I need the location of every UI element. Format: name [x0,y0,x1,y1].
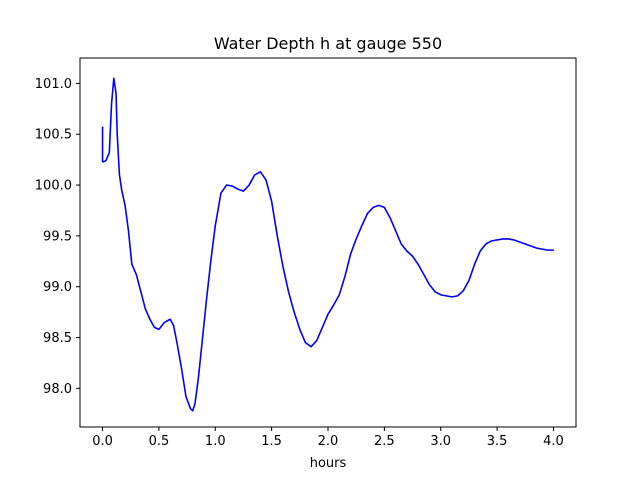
x-tick-label: 3.5 [487,434,508,449]
series-line-0 [101,77,555,412]
y-tick-label: 100.5 [35,128,72,143]
x-tick-label: 2.5 [374,434,395,449]
y-tick-label: 99.5 [43,229,72,244]
x-axis: 0.0 0.5 1.0 1.5 2.0 2.5 3.0 3.5 4.0 [92,427,564,449]
x-tick-label: 2.0 [318,434,339,449]
y-tick-label: 100.0 [35,179,72,194]
y-tick-label: 98.0 [43,382,72,397]
y-tick-label: 101.0 [35,77,72,92]
axes-frame [79,57,577,428]
y-axis: 98.0 98.5 99.0 99.5 100.0 100.5 101.0 [35,77,80,397]
x-tick-label: 1.5 [261,434,282,449]
x-tick-label: 0.0 [92,434,113,449]
y-tick-label: 98.5 [43,331,72,346]
chart-title: Water Depth h at gauge 550 [214,34,442,53]
plot-area [101,77,555,412]
x-tick-label: 3.0 [430,434,451,449]
y-tick-label: 99.0 [43,280,72,295]
x-tick-label: 0.5 [149,434,170,449]
x-tick-label: 4.0 [543,434,564,449]
x-axis-label: hours [310,456,347,471]
x-tick-label: 1.0 [205,434,226,449]
